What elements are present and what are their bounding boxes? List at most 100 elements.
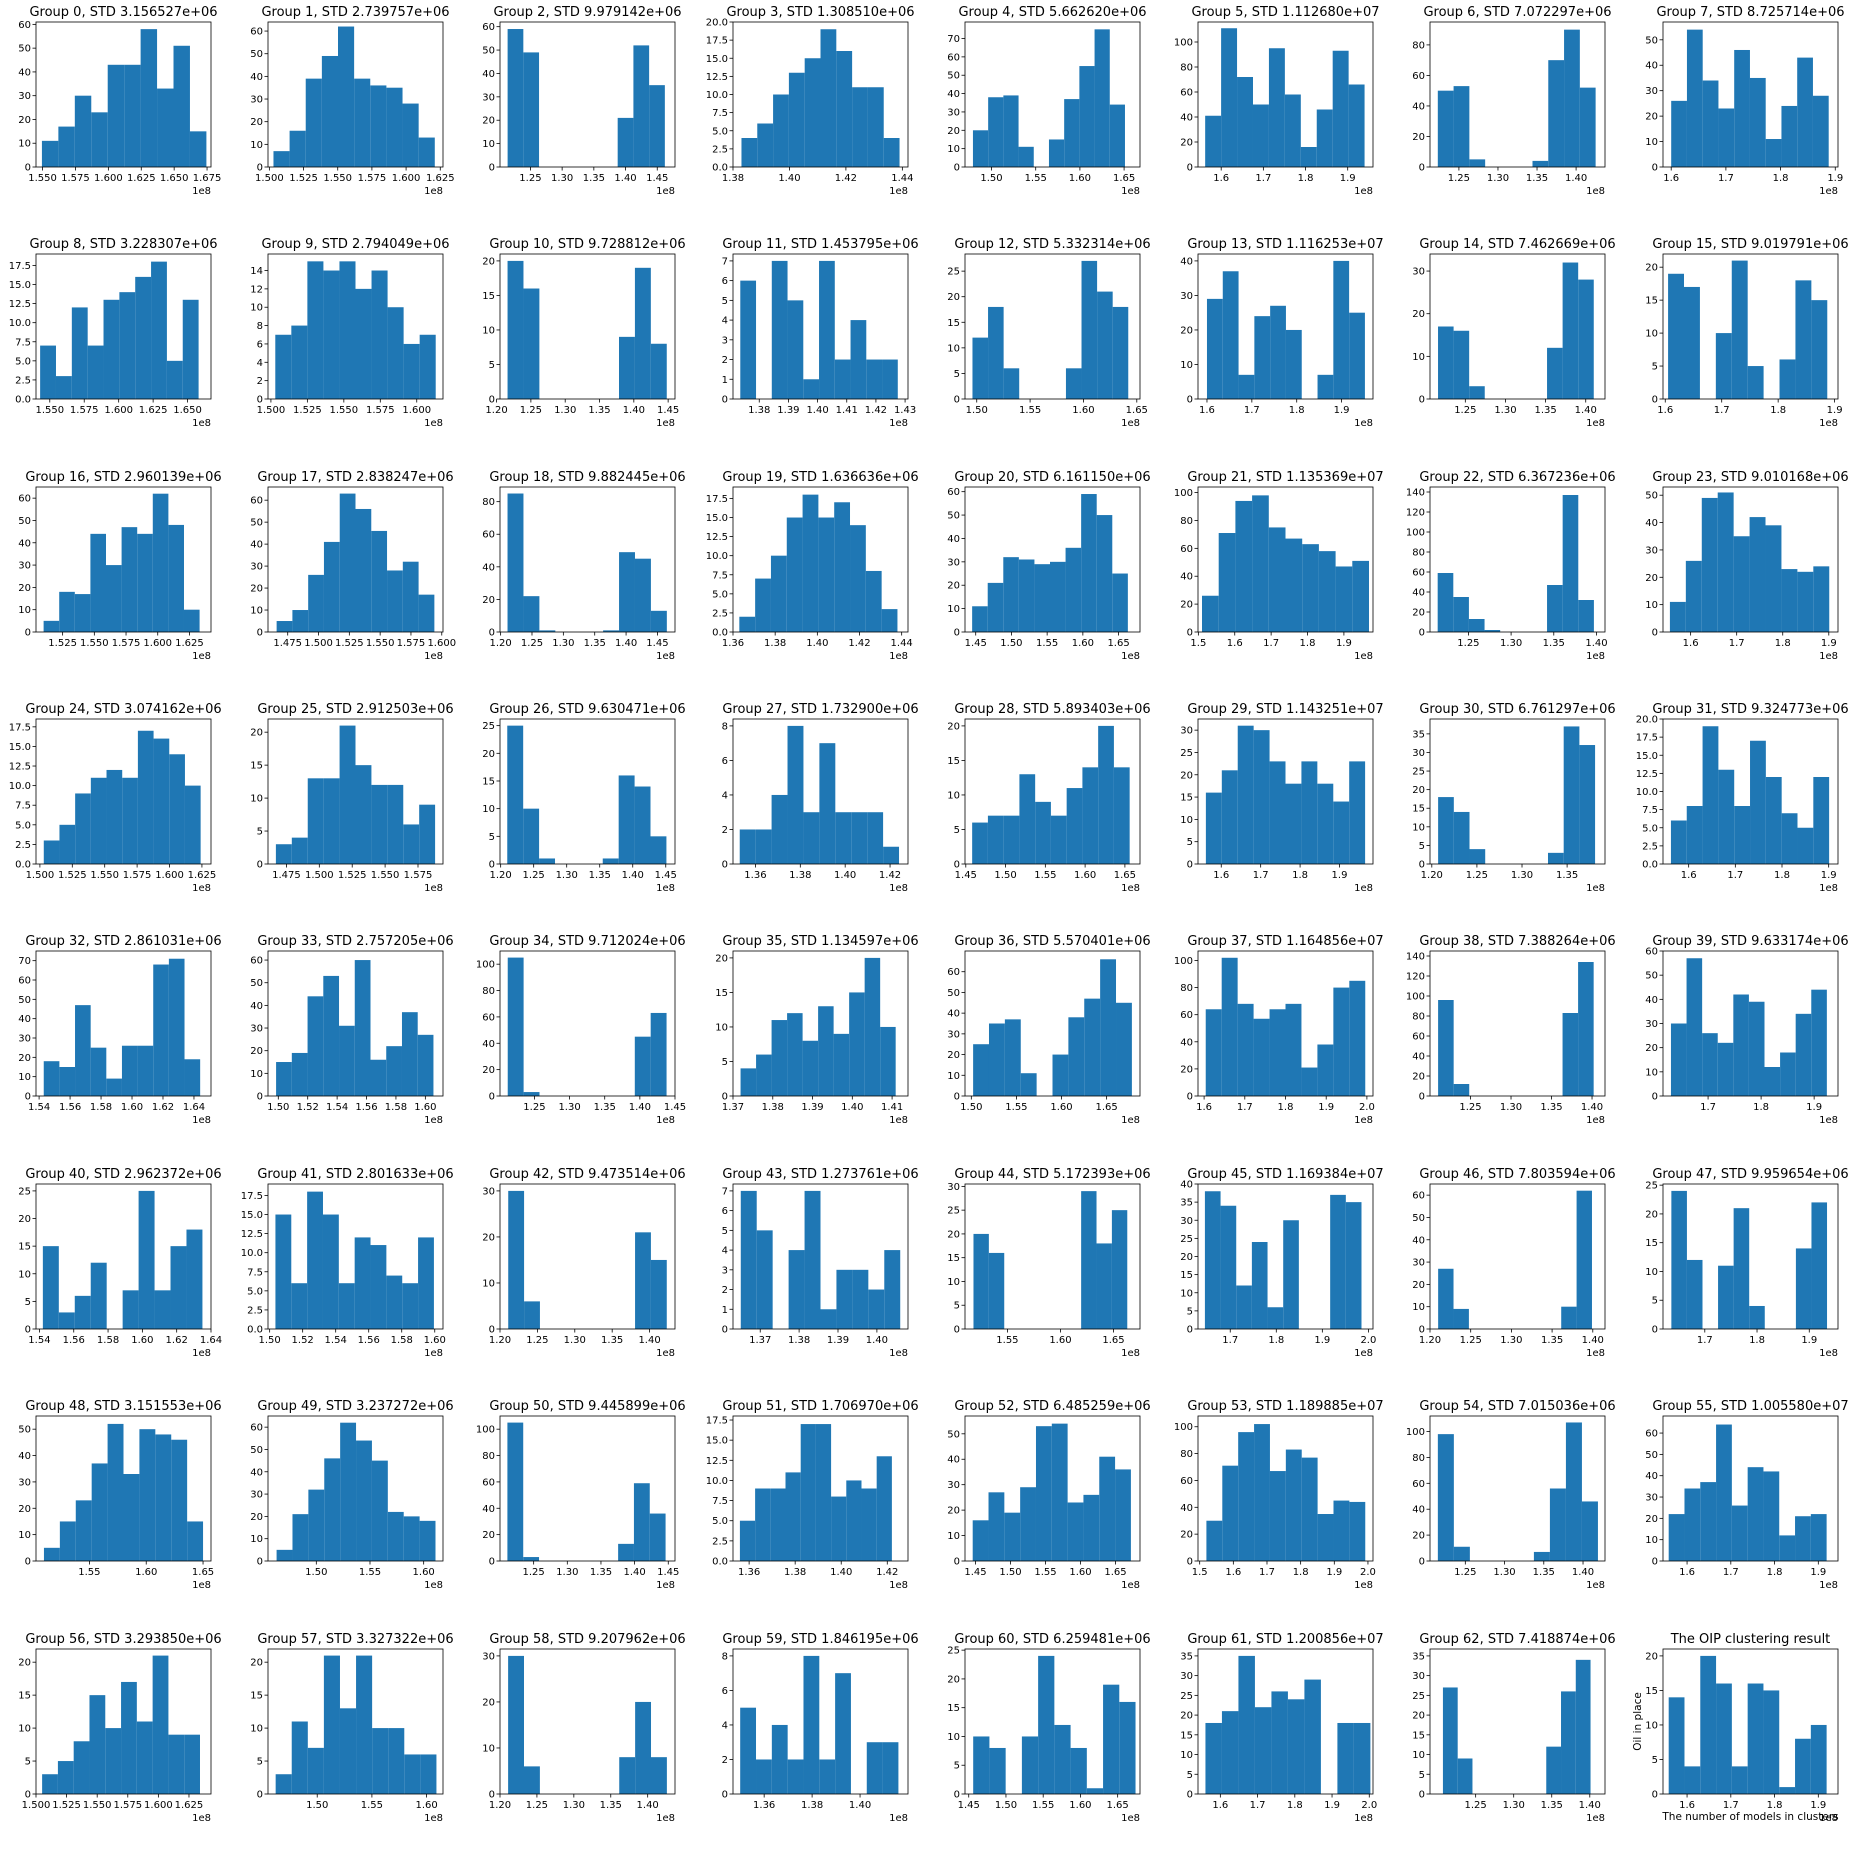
histogram-bar <box>418 594 435 632</box>
x-tick-label: 1.50 <box>995 1800 1017 1811</box>
histogram-bar <box>804 1190 821 1329</box>
histogram-bar <box>846 1480 862 1561</box>
histogram-bar <box>1747 366 1764 399</box>
histogram-bar <box>1701 497 1718 632</box>
histogram-bar <box>740 1190 757 1329</box>
histogram-bar <box>1684 1488 1701 1561</box>
histogram-bar <box>105 1728 122 1794</box>
histogram-bar <box>1103 1684 1120 1794</box>
y-tick-label: 0 <box>1419 860 1425 871</box>
histogram-bar <box>868 1289 885 1329</box>
x-tick-label: 1.45 <box>657 1567 679 1578</box>
subplot-title: Group 44, STD 5.172393e+06 <box>954 1167 1150 1182</box>
histogram-bar <box>1271 1691 1288 1794</box>
histogram-bar <box>291 1283 308 1329</box>
x-tick-label: 1.20 <box>1421 870 1443 881</box>
subplot-title: Group 58, STD 9.207962e+06 <box>489 1632 685 1647</box>
x-tick-label: 1.9 <box>1332 870 1348 881</box>
x-tick-label: 1.40 <box>849 1800 871 1811</box>
histogram-bar <box>1218 533 1236 632</box>
x-tick-label: 1.41 <box>836 405 858 416</box>
histogram-bar <box>507 957 524 1096</box>
x-tick-label: 1.40 <box>1585 638 1607 649</box>
histogram-bar <box>370 1059 387 1096</box>
x-tick-label: 1.30 <box>556 1567 578 1578</box>
histogram-bar <box>619 552 635 632</box>
subplot-37: Group 37, STD 1.164856e+070204060801001.… <box>1174 934 1384 1126</box>
histogram-bar <box>523 1092 540 1096</box>
axes-frame <box>267 1183 444 1330</box>
y-tick-label: 10 <box>250 1724 263 1735</box>
histogram-bar <box>90 533 106 632</box>
histogram-bar <box>323 541 340 632</box>
y-tick-label: 0 <box>1652 163 1658 174</box>
y-tick-label: 40 <box>1180 113 1193 124</box>
axes-frame <box>1662 1415 1839 1562</box>
x-tick-label: 1.8 <box>1767 1567 1783 1578</box>
x-tick-label: 1.20 <box>489 1335 511 1346</box>
histogram-bar <box>371 530 388 632</box>
x-tick-label: 1.60 <box>415 1800 437 1811</box>
axes-frame <box>35 253 212 400</box>
histogram-bar <box>740 280 757 399</box>
axes-frame <box>1429 253 1606 400</box>
x-tick-label: 1.550 <box>35 405 64 416</box>
histogram-bar <box>1468 619 1485 632</box>
histogram-bar <box>1221 770 1238 864</box>
x-tick-label: 1.58 <box>391 1335 413 1346</box>
histogram-bar <box>815 1424 832 1561</box>
histogram-bar <box>1333 260 1350 399</box>
histogram-bar <box>1317 783 1334 864</box>
axes-frame <box>964 253 1141 400</box>
y-tick-label: 30 <box>250 1024 263 1035</box>
y-tick-label: 50 <box>250 49 263 60</box>
histogram-bar <box>833 1033 850 1096</box>
x-tick-label: 1.575 <box>61 173 90 184</box>
y-tick-label: 30 <box>1180 726 1193 737</box>
subplot-26: Group 26, STD 9.630471e+0605101520251.20… <box>482 702 685 894</box>
histogram-bar <box>756 1230 773 1329</box>
x-tick-label: 1.525 <box>52 1800 81 1811</box>
y-tick-label: 5 <box>489 360 495 371</box>
histogram-bar <box>865 570 882 632</box>
y-tick-label: 5.0 <box>712 589 728 600</box>
histogram-bar <box>75 1500 92 1561</box>
histogram-bar <box>1779 1787 1796 1794</box>
histogram-bar <box>1565 1422 1582 1561</box>
x-offset-label: 1e8 <box>1819 186 1838 197</box>
x-tick-label: 1.64 <box>183 1102 205 1113</box>
subplot-38: Group 38, STD 7.388264e+0602040608010012… <box>1406 934 1616 1126</box>
x-tick-label: 1.60 <box>413 1567 435 1578</box>
y-tick-label: 35 <box>1412 1651 1425 1662</box>
y-tick-label: 80 <box>482 986 495 997</box>
histogram-bar <box>1668 1697 1685 1794</box>
y-tick-label: 40 <box>1412 101 1425 112</box>
histogram-bar <box>1285 329 1302 399</box>
y-tick-label: 15.0 <box>9 280 31 291</box>
histogram-bar <box>649 85 665 167</box>
y-tick-label: 25 <box>947 267 960 278</box>
x-tick-label: 1.575 <box>366 405 395 416</box>
x-offset-label: 1e8 <box>656 1813 675 1824</box>
histogram-bar <box>835 812 852 864</box>
histogram-bar <box>59 591 75 632</box>
histogram-bar <box>1763 1471 1780 1561</box>
histogram-bar <box>1081 1191 1097 1329</box>
histogram-bar <box>1003 815 1020 864</box>
x-tick-label: 1.600 <box>427 638 456 649</box>
x-tick-label: 1.42 <box>879 870 901 881</box>
x-tick-label: 1.44 <box>891 638 913 649</box>
histogram-bar <box>152 1655 169 1794</box>
subplot-title: Group 14, STD 7.462669e+06 <box>1419 237 1615 252</box>
x-tick-label: 1.35 <box>601 1335 623 1346</box>
x-tick-label: 1.500 <box>257 405 286 416</box>
axes-frame <box>35 1415 212 1562</box>
y-axis-label: Oil in place <box>1632 1692 1644 1751</box>
y-tick-label: 0 <box>722 1790 728 1801</box>
y-tick-label: 20 <box>1645 112 1658 123</box>
x-tick-label: 1.38 <box>762 1102 784 1113</box>
axes-frame <box>964 1183 1141 1330</box>
subplot-title: Group 52, STD 6.485259e+06 <box>954 1399 1150 1414</box>
subplot-title: Group 37, STD 1.164856e+07 <box>1187 934 1383 949</box>
